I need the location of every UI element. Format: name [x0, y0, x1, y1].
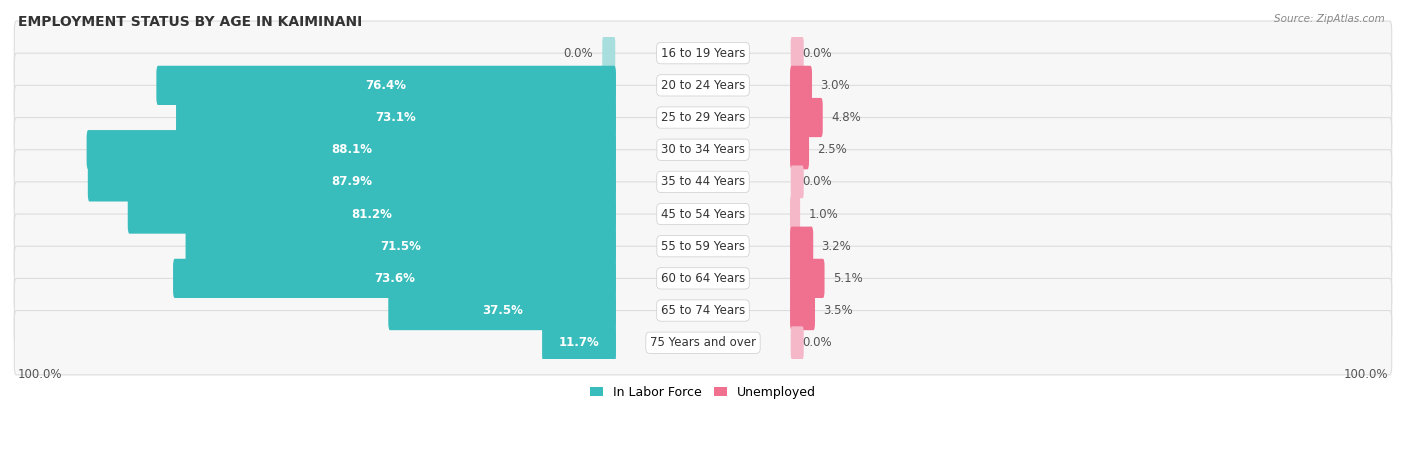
FancyBboxPatch shape — [790, 66, 813, 105]
Text: 71.5%: 71.5% — [381, 240, 422, 253]
FancyBboxPatch shape — [128, 194, 616, 234]
Text: EMPLOYMENT STATUS BY AGE IN KAIMINANI: EMPLOYMENT STATUS BY AGE IN KAIMINANI — [18, 15, 361, 29]
Text: Source: ZipAtlas.com: Source: ZipAtlas.com — [1274, 14, 1385, 23]
FancyBboxPatch shape — [790, 227, 813, 266]
FancyBboxPatch shape — [14, 150, 1392, 214]
Text: 1.0%: 1.0% — [808, 207, 838, 220]
Text: 87.9%: 87.9% — [332, 176, 373, 189]
FancyBboxPatch shape — [87, 130, 616, 169]
FancyBboxPatch shape — [790, 166, 804, 198]
FancyBboxPatch shape — [14, 214, 1392, 279]
FancyBboxPatch shape — [790, 130, 808, 169]
FancyBboxPatch shape — [14, 279, 1392, 343]
Text: 76.4%: 76.4% — [366, 79, 406, 92]
Text: 100.0%: 100.0% — [1344, 369, 1388, 382]
FancyBboxPatch shape — [602, 37, 616, 70]
Text: 5.1%: 5.1% — [832, 272, 862, 285]
Text: 3.2%: 3.2% — [821, 240, 851, 253]
FancyBboxPatch shape — [790, 37, 804, 70]
Text: 25 to 29 Years: 25 to 29 Years — [661, 111, 745, 124]
FancyBboxPatch shape — [176, 98, 616, 137]
Text: 3.5%: 3.5% — [824, 304, 853, 317]
Text: 81.2%: 81.2% — [352, 207, 392, 220]
FancyBboxPatch shape — [14, 21, 1392, 86]
FancyBboxPatch shape — [14, 86, 1392, 150]
FancyBboxPatch shape — [14, 53, 1392, 117]
FancyBboxPatch shape — [173, 259, 616, 298]
Text: 0.0%: 0.0% — [803, 176, 832, 189]
Text: 37.5%: 37.5% — [482, 304, 523, 317]
Text: 65 to 74 Years: 65 to 74 Years — [661, 304, 745, 317]
FancyBboxPatch shape — [87, 162, 616, 202]
Text: 60 to 64 Years: 60 to 64 Years — [661, 272, 745, 285]
Text: 20 to 24 Years: 20 to 24 Years — [661, 79, 745, 92]
FancyBboxPatch shape — [790, 326, 804, 359]
FancyBboxPatch shape — [14, 246, 1392, 310]
Text: 16 to 19 Years: 16 to 19 Years — [661, 47, 745, 60]
Text: 45 to 54 Years: 45 to 54 Years — [661, 207, 745, 220]
Text: 0.0%: 0.0% — [803, 47, 832, 60]
FancyBboxPatch shape — [543, 323, 616, 362]
Text: 88.1%: 88.1% — [330, 143, 371, 156]
Text: 11.7%: 11.7% — [558, 336, 599, 349]
FancyBboxPatch shape — [14, 117, 1392, 182]
FancyBboxPatch shape — [14, 310, 1392, 375]
Text: 30 to 34 Years: 30 to 34 Years — [661, 143, 745, 156]
Text: 0.0%: 0.0% — [564, 47, 593, 60]
Text: 55 to 59 Years: 55 to 59 Years — [661, 240, 745, 253]
FancyBboxPatch shape — [790, 98, 823, 137]
FancyBboxPatch shape — [790, 194, 800, 234]
Legend: In Labor Force, Unemployed: In Labor Force, Unemployed — [585, 381, 821, 404]
Text: 0.0%: 0.0% — [803, 336, 832, 349]
Text: 100.0%: 100.0% — [18, 369, 62, 382]
Text: 3.0%: 3.0% — [820, 79, 849, 92]
FancyBboxPatch shape — [388, 291, 616, 330]
Text: 75 Years and over: 75 Years and over — [650, 336, 756, 349]
Text: 35 to 44 Years: 35 to 44 Years — [661, 176, 745, 189]
FancyBboxPatch shape — [14, 182, 1392, 246]
FancyBboxPatch shape — [790, 291, 815, 330]
Text: 4.8%: 4.8% — [831, 111, 860, 124]
Text: 73.1%: 73.1% — [375, 111, 416, 124]
FancyBboxPatch shape — [156, 66, 616, 105]
Text: 73.6%: 73.6% — [374, 272, 415, 285]
Text: 2.5%: 2.5% — [817, 143, 846, 156]
FancyBboxPatch shape — [186, 227, 616, 266]
FancyBboxPatch shape — [790, 259, 824, 298]
